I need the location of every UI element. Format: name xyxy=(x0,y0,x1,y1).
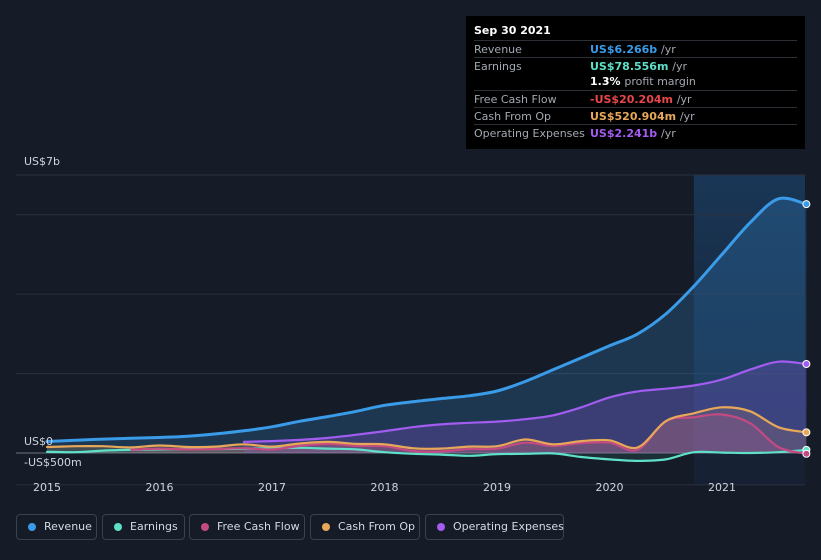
legend-label: Operating Expenses xyxy=(453,520,564,533)
x-tick-label: 2015 xyxy=(33,481,61,494)
legend-dot xyxy=(322,523,330,531)
tooltip-label: Operating Expenses xyxy=(474,127,585,140)
series-fills xyxy=(47,198,807,461)
series-area-earnings xyxy=(47,447,807,461)
tooltip-row-cash-from-op: Cash From Op US$520.904m /yr xyxy=(474,107,797,125)
series-endpoint-revenue xyxy=(802,200,811,209)
y-axis-labels: US$7b US$0 -US$500m xyxy=(24,155,82,469)
series-endpoint-cash-from-op xyxy=(802,428,811,437)
legend-label: Earnings xyxy=(130,520,178,533)
legend-label: Revenue xyxy=(44,520,92,533)
legend-label: Cash From Op xyxy=(338,520,416,533)
tooltip-row-free-cash-flow: Free Cash Flow -US$20.204m /yr xyxy=(474,90,797,108)
grid-lines xyxy=(16,174,805,486)
series-lines xyxy=(45,196,808,462)
series-endpoints xyxy=(802,200,811,458)
future-shade xyxy=(693,175,805,485)
series-endpoint-operating-expenses xyxy=(802,360,811,369)
legend-dot xyxy=(114,523,122,531)
y-tick-label: US$0 xyxy=(24,435,53,448)
series-area-cash-from-op xyxy=(47,407,807,453)
tooltip-value: US$6.266b /yr xyxy=(590,43,676,56)
y-tick-label: US$7b xyxy=(24,155,60,168)
legend-label: Free Cash Flow xyxy=(217,520,300,533)
tooltip-value: -US$20.204m /yr xyxy=(590,93,692,106)
series-line-operating-expenses xyxy=(242,360,808,443)
tooltip-row-revenue: Revenue US$6.266b /yr xyxy=(474,40,797,58)
legend-revenue[interactable]: Revenue xyxy=(16,514,97,540)
x-tick-label: 2017 xyxy=(258,481,286,494)
series-line-free-cash-flow xyxy=(130,413,808,455)
tooltip-label: Revenue xyxy=(474,43,522,56)
legend-cash-from-op[interactable]: Cash From Op xyxy=(310,514,420,540)
x-tick-label: 2018 xyxy=(371,481,399,494)
x-tick-label: 2019 xyxy=(483,481,511,494)
legend-operating-expenses[interactable]: Operating Expenses xyxy=(425,514,564,540)
tooltip-panel: Sep 30 2021 Revenue US$6.266b /yr Earnin… xyxy=(466,16,805,149)
x-axis-labels: 2015 2016 2017 2018 2019 2020 2021 xyxy=(33,481,736,494)
series-line-cash-from-op xyxy=(45,406,808,450)
tooltip-row-operating-expenses: Operating Expenses US$2.241b /yr xyxy=(474,124,797,142)
series-endpoint-free-cash-flow xyxy=(802,449,811,458)
tooltip-label: Cash From Op xyxy=(474,110,552,123)
series-area-operating-expenses xyxy=(243,361,807,453)
tooltip-label: Earnings xyxy=(474,60,522,73)
tooltip-row-earnings: Earnings US$78.556m /yr xyxy=(474,57,797,75)
y-tick-label: -US$500m xyxy=(24,456,82,469)
legend-free-cash-flow[interactable]: Free Cash Flow xyxy=(189,514,305,540)
legend-dot xyxy=(201,523,209,531)
x-tick-label: 2020 xyxy=(596,481,624,494)
tooltip-value: US$78.556m /yr xyxy=(590,60,688,73)
tooltip-date: Sep 30 2021 xyxy=(474,24,551,37)
tooltip-value: 1.3% profit margin xyxy=(590,75,696,88)
tooltip-value: US$2.241b /yr xyxy=(590,127,676,140)
legend-dot xyxy=(28,523,36,531)
tooltip-value: US$520.904m /yr xyxy=(590,110,695,123)
x-tick-label: 2016 xyxy=(146,481,174,494)
series-area-revenue xyxy=(47,198,807,453)
series-line-revenue xyxy=(45,196,808,443)
tooltip-label: Free Cash Flow xyxy=(474,93,557,106)
legend-earnings[interactable]: Earnings xyxy=(102,514,185,540)
tooltip-row-margin: 1.3% profit margin xyxy=(474,73,797,90)
legend-dot xyxy=(437,523,445,531)
x-tick-label: 2021 xyxy=(708,481,736,494)
